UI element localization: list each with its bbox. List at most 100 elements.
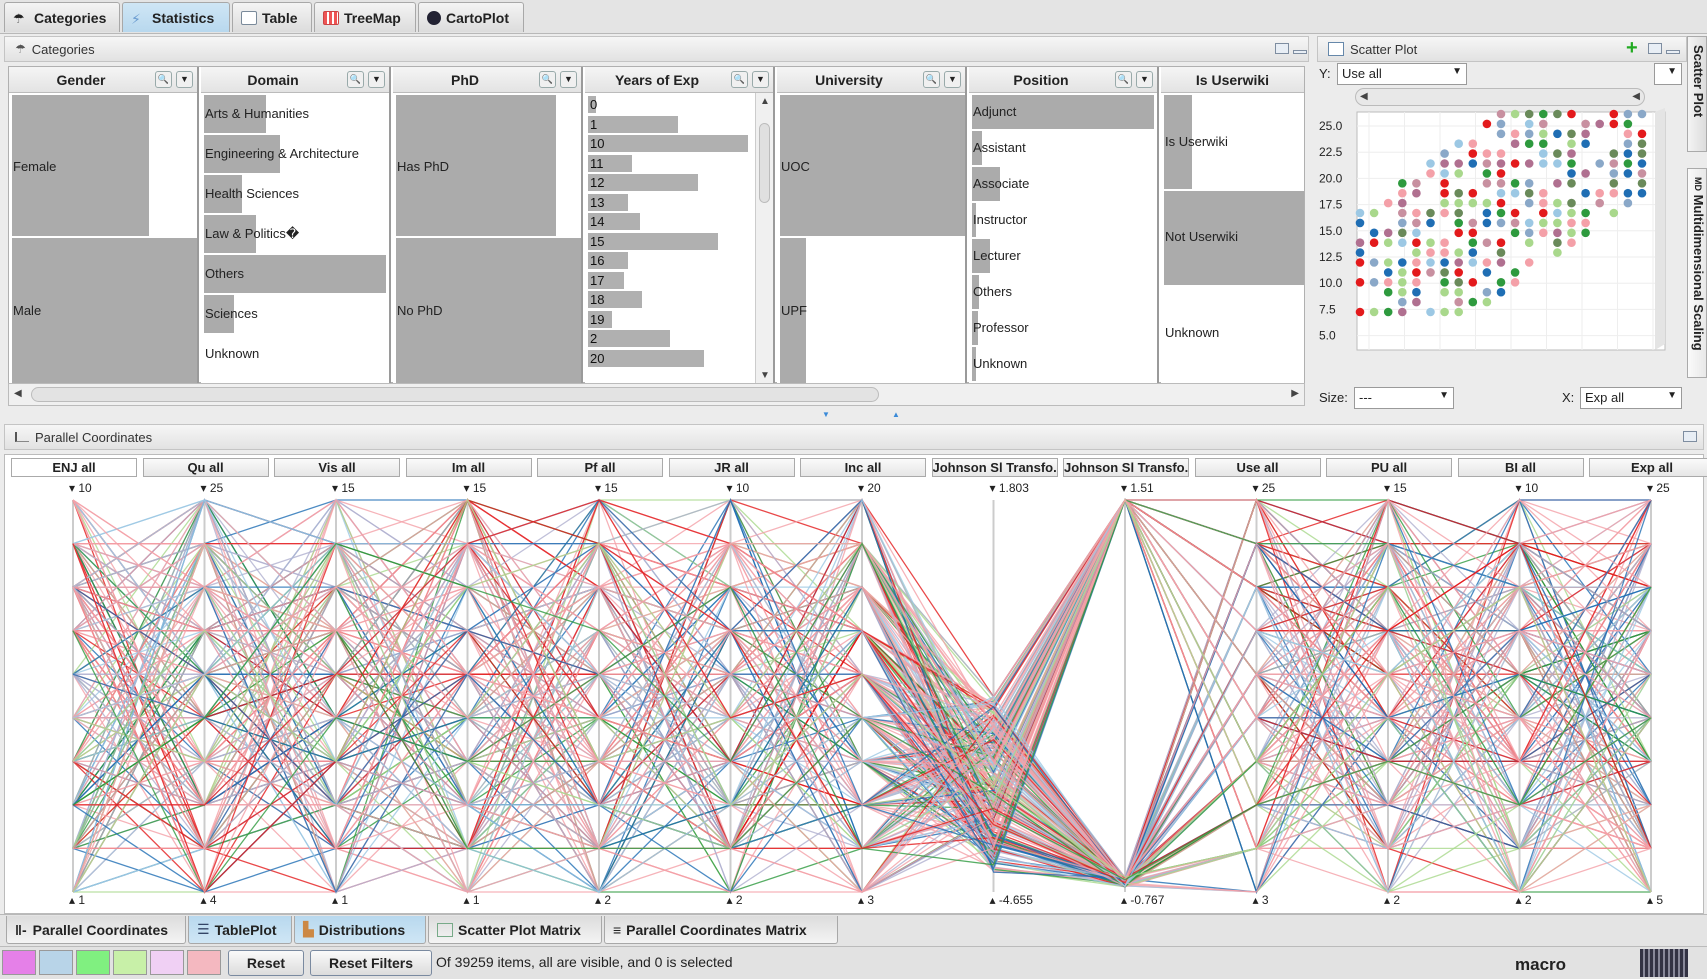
tab-scatter-plot-matrix[interactable]: Scatter Plot Matrix	[428, 916, 602, 944]
scatter-point[interactable]	[1524, 139, 1534, 148]
scatter-point[interactable]	[1426, 159, 1435, 168]
reset-button[interactable]: Reset	[228, 950, 304, 976]
category-bar[interactable]	[12, 238, 197, 384]
scatter-point[interactable]	[1468, 238, 1478, 247]
category-bar[interactable]	[1164, 191, 1304, 285]
scatter-point[interactable]	[1623, 109, 1633, 119]
category-bar[interactable]	[972, 239, 990, 273]
axis-header[interactable]: Vis all	[274, 458, 400, 477]
scatter-point[interactable]	[1567, 129, 1576, 139]
zoom-icon[interactable]: 🔍	[731, 71, 748, 88]
axis-header[interactable]: Exp all	[1589, 458, 1707, 477]
scatter-point[interactable]	[1426, 307, 1435, 317]
category-bar[interactable]	[588, 310, 612, 328]
category-bar[interactable]	[972, 347, 976, 381]
scatter-point[interactable]	[1426, 248, 1435, 257]
axis-min-label[interactable]: ▴ 1	[463, 893, 480, 907]
tab-parallel-coordinates-matrix[interactable]: ≡ Parallel Coordinates Matrix	[604, 916, 838, 944]
scatter-point[interactable]	[1454, 258, 1463, 267]
scatter-point[interactable]	[1468, 188, 1478, 198]
zoom-icon[interactable]: 🔍	[347, 71, 364, 88]
scatter-point[interactable]	[1637, 179, 1647, 188]
scatter-point[interactable]	[1553, 228, 1562, 238]
scroll-left-icon[interactable]: ◀	[14, 388, 22, 399]
category-bar[interactable]	[204, 255, 386, 293]
scatter-point[interactable]	[1524, 188, 1534, 198]
scatter-point[interactable]	[1567, 228, 1576, 238]
scatter-point[interactable]	[1510, 218, 1520, 228]
category-bar[interactable]	[588, 115, 678, 133]
scatter-point[interactable]	[1581, 129, 1590, 139]
color-swatch[interactable]	[113, 950, 147, 975]
scatter-point[interactable]	[1440, 278, 1449, 287]
scatter-point[interactable]	[1567, 198, 1576, 208]
scatter-point[interactable]	[1553, 238, 1562, 247]
scatter-point[interactable]	[1468, 258, 1478, 267]
scatter-point[interactable]	[1524, 198, 1534, 208]
scatter-point[interactable]	[1524, 228, 1534, 238]
scatter-point[interactable]	[1496, 159, 1506, 168]
scatter-point[interactable]	[1567, 149, 1576, 158]
y-axis-select[interactable]: Use all ▼	[1337, 63, 1467, 85]
category-bar[interactable]	[204, 215, 256, 253]
tab-treemap[interactable]: TreeMap	[314, 2, 416, 32]
categories-horizontal-scrollbar[interactable]: ◀ ▶	[8, 383, 1305, 406]
scatter-point[interactable]	[1412, 179, 1421, 188]
axis-max-label[interactable]: ▾ 1.803	[989, 481, 1029, 495]
scatter-point[interactable]	[1468, 139, 1478, 148]
axis-max-label[interactable]: ▾ 25	[200, 481, 224, 495]
scatter-point[interactable]	[1383, 278, 1393, 287]
scatter-point[interactable]	[1426, 238, 1435, 247]
scatter-point[interactable]	[1623, 119, 1633, 129]
axis-min-label[interactable]: ▴ 2	[1384, 893, 1401, 907]
scatter-point[interactable]	[1355, 307, 1365, 317]
scatter-point[interactable]	[1637, 109, 1647, 119]
scatter-point[interactable]	[1510, 208, 1520, 218]
category-bar[interactable]	[588, 349, 704, 367]
tab-table[interactable]: Table	[232, 2, 312, 32]
scatter-point[interactable]	[1609, 159, 1619, 168]
x-axis-select[interactable]: Exp all ▼	[1580, 387, 1682, 409]
scatter-point[interactable]	[1496, 119, 1506, 129]
scatter-point[interactable]	[1496, 198, 1506, 208]
slider-left-icon[interactable]: ◀	[1360, 91, 1368, 102]
category-bar[interactable]	[780, 95, 965, 236]
scatter-point[interactable]	[1510, 129, 1520, 139]
axis-max-label[interactable]: ▾ 15	[463, 481, 487, 495]
scatter-point[interactable]	[1567, 139, 1576, 148]
scatter-point[interactable]	[1426, 268, 1435, 277]
scatter-point[interactable]	[1440, 188, 1449, 198]
axis-min-label[interactable]: ▴ 1	[69, 893, 86, 907]
axis-header[interactable]: BI all	[1457, 458, 1584, 477]
scatter-point[interactable]	[1496, 278, 1506, 287]
category-bar[interactable]	[588, 135, 748, 152]
scatter-point[interactable]	[1454, 248, 1463, 257]
scatter-point[interactable]	[1553, 248, 1562, 257]
zoom-icon[interactable]: 🔍	[155, 71, 172, 88]
scatter-point[interactable]	[1524, 129, 1534, 139]
scatter-point[interactable]	[1398, 258, 1407, 267]
scroll-thumb[interactable]	[31, 387, 879, 402]
scatter-point[interactable]	[1440, 307, 1449, 317]
axis-min-label[interactable]: ▴ 2	[1515, 893, 1532, 907]
scatter-point[interactable]	[1496, 208, 1506, 218]
scatter-point[interactable]	[1623, 139, 1633, 148]
scatter-point[interactable]	[1412, 218, 1421, 228]
scatter-point[interactable]	[1482, 287, 1492, 297]
scatter-point[interactable]	[1623, 159, 1633, 168]
scatter-point[interactable]	[1426, 258, 1435, 267]
scatter-point[interactable]	[1454, 188, 1463, 198]
scatter-point[interactable]	[1369, 258, 1379, 267]
axis-min-label[interactable]: ▴ 3	[1252, 893, 1269, 907]
axis-header[interactable]: JR all	[668, 458, 795, 477]
scatter-point[interactable]	[1539, 129, 1548, 139]
scatter-point[interactable]	[1524, 159, 1534, 168]
category-bar[interactable]	[588, 291, 642, 308]
category-bar[interactable]	[972, 203, 976, 237]
scatter-point[interactable]	[1609, 149, 1619, 158]
x-range-slider[interactable]: ◀ ◀	[1355, 88, 1645, 106]
scatter-point[interactable]	[1398, 198, 1407, 208]
scatter-point[interactable]	[1539, 109, 1548, 119]
color-swatch[interactable]	[2, 950, 36, 975]
axis-header[interactable]: Pf all	[537, 458, 663, 477]
